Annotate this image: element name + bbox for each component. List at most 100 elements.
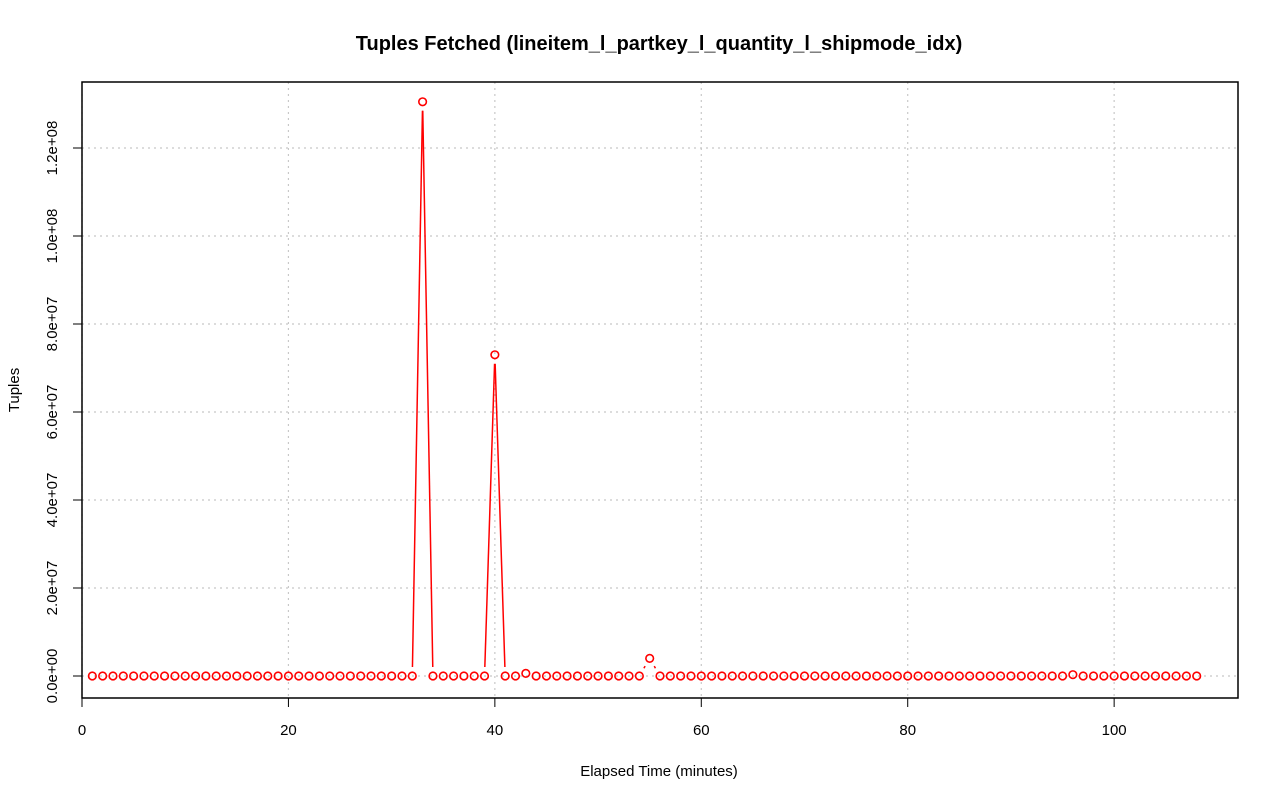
data-point — [810, 671, 820, 681]
data-point — [201, 671, 211, 681]
data-point — [479, 671, 490, 681]
x-axis-label: Elapsed Time (minutes) — [580, 763, 738, 780]
series — [87, 97, 1202, 681]
data-point — [913, 671, 923, 681]
data-point — [180, 671, 190, 681]
data-point — [1068, 670, 1078, 680]
data-point — [965, 671, 975, 681]
data-point — [407, 671, 417, 681]
data-point — [1119, 671, 1130, 681]
data-point — [758, 671, 768, 681]
data-point — [325, 671, 335, 681]
x-axis: 0 20 40 60 80 100 — [78, 697, 1127, 739]
data-point — [149, 671, 159, 681]
data-point — [748, 671, 758, 681]
data-point — [572, 671, 583, 681]
data-point — [252, 671, 263, 681]
data-point — [211, 671, 221, 681]
data-point — [469, 671, 479, 681]
data-point — [438, 671, 448, 681]
data-point — [882, 671, 892, 681]
data-point — [314, 671, 324, 681]
data-point — [1171, 671, 1181, 681]
data-point — [686, 671, 696, 681]
x-tick-label: 80 — [899, 722, 916, 739]
y-axis: 0.0e+00 2.0e+07 4.0e+07 6.0e+07 8.0e+07 1.0e+… — [44, 121, 83, 704]
data-point — [1181, 671, 1191, 681]
data-point — [1099, 671, 1109, 681]
data-point — [830, 671, 841, 681]
x-tick-label: 100 — [1102, 722, 1127, 739]
data-point — [1140, 671, 1150, 681]
data-point — [768, 671, 779, 681]
data-point — [376, 671, 386, 681]
series-segment — [422, 110, 434, 668]
x-tick-label: 60 — [693, 722, 710, 739]
data-point — [872, 671, 882, 681]
data-point — [799, 671, 810, 681]
data-point — [851, 671, 861, 681]
data-point — [397, 671, 407, 681]
data-point — [98, 671, 108, 681]
data-point — [996, 671, 1006, 681]
data-point — [294, 671, 304, 681]
y-axis-label: Tuples — [6, 368, 23, 412]
series-segment — [494, 363, 506, 668]
data-point — [779, 671, 789, 681]
data-point — [820, 671, 830, 681]
data-point — [129, 671, 139, 681]
data-point — [418, 97, 428, 107]
data-point — [242, 671, 252, 681]
y-tick-label: 1.2e+08 — [44, 121, 61, 176]
data-point — [1130, 671, 1140, 681]
data-point — [510, 671, 521, 681]
data-point — [541, 671, 552, 681]
chart-title: Tuples Fetched (lineitem_l_partkey_l_qua… — [356, 33, 962, 55]
data-point — [304, 671, 314, 681]
data-point — [1026, 671, 1037, 681]
data-point — [170, 671, 180, 681]
data-point — [707, 671, 717, 681]
data-point — [263, 671, 273, 681]
data-point — [614, 671, 624, 681]
data-point — [603, 671, 613, 681]
data-point — [624, 671, 634, 681]
x-tick-label: 40 — [487, 722, 504, 739]
data-point — [190, 671, 201, 681]
data-point — [387, 671, 397, 681]
data-point — [1006, 671, 1016, 681]
data-point — [531, 671, 541, 681]
data-point — [428, 671, 438, 681]
data-point — [737, 671, 748, 681]
y-tick-label: 0.0e+00 — [44, 649, 61, 704]
y-tick-label: 8.0e+07 — [44, 297, 61, 352]
data-point — [892, 671, 902, 681]
data-point — [159, 671, 170, 681]
data-point — [717, 671, 727, 681]
data-point — [108, 671, 118, 681]
data-point — [1047, 671, 1057, 681]
x-tick-label: 20 — [280, 722, 297, 739]
data-point — [118, 671, 128, 681]
data-point — [500, 671, 510, 681]
data-point — [459, 671, 469, 681]
data-point — [985, 671, 995, 681]
data-point — [1016, 671, 1026, 681]
data-point — [696, 671, 706, 681]
data-point — [789, 671, 799, 681]
data-point — [1057, 671, 1068, 681]
data-point — [87, 671, 97, 681]
data-point — [1161, 671, 1171, 681]
data-point — [634, 671, 644, 681]
data-point — [335, 671, 345, 681]
data-point — [593, 671, 603, 681]
data-point — [562, 671, 572, 681]
data-point — [273, 671, 283, 681]
data-point — [345, 671, 355, 681]
data-point — [1109, 671, 1119, 681]
data-point — [841, 671, 851, 681]
data-point — [1037, 671, 1047, 681]
data-point — [221, 671, 232, 681]
data-point — [448, 671, 459, 681]
